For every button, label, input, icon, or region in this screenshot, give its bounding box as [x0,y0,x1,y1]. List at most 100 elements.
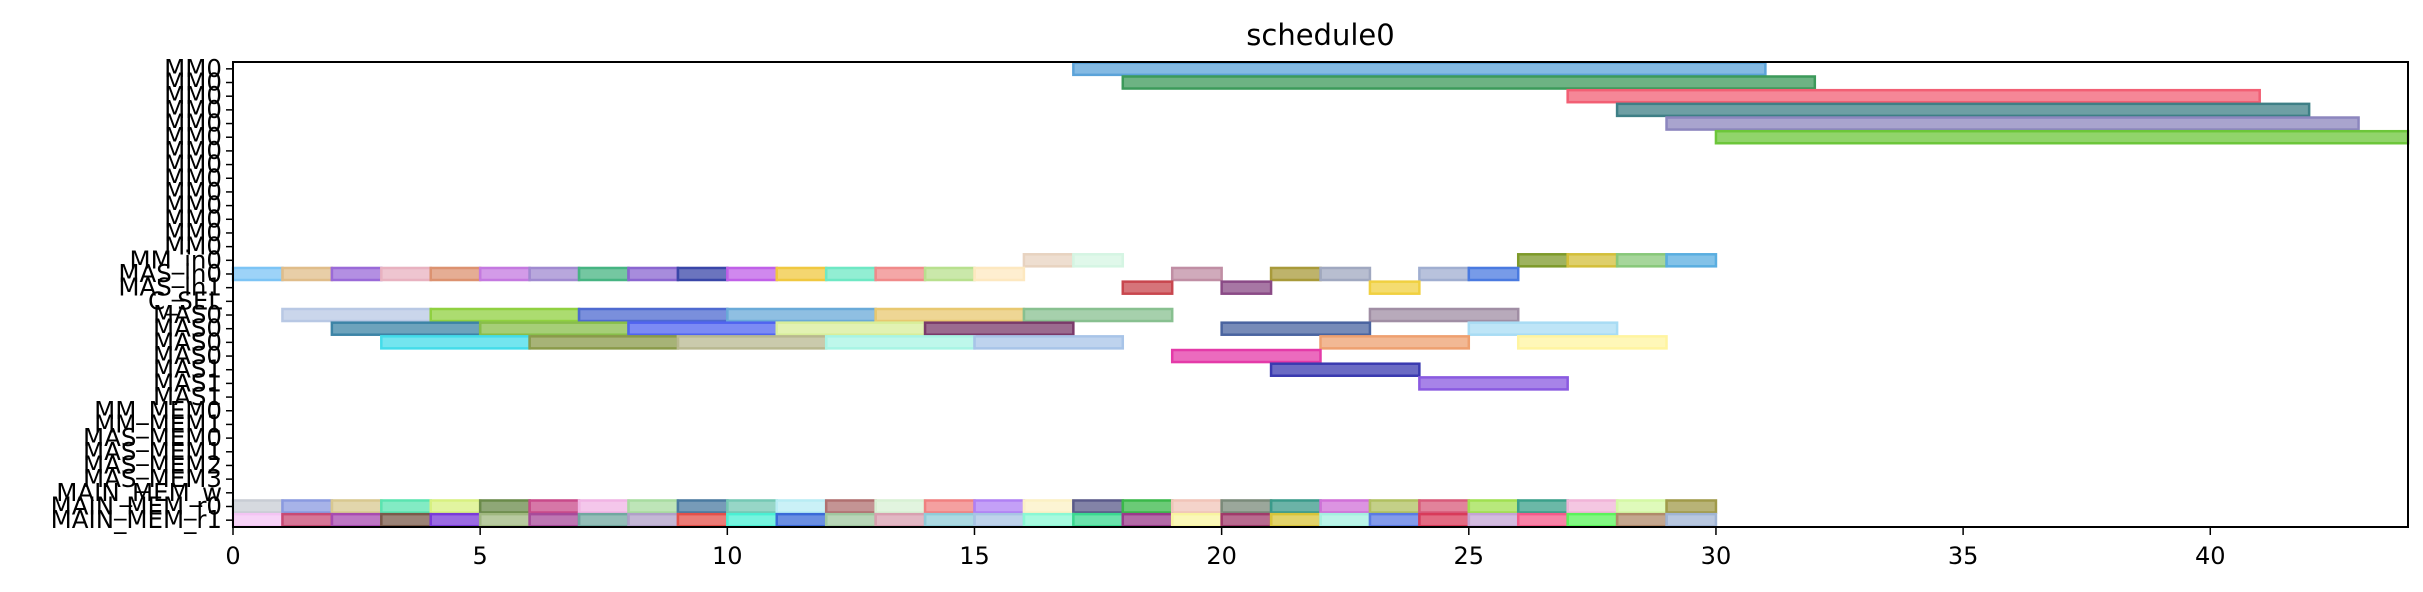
task-bar [775,512,828,528]
y-tick-label: MAIN_MEM_r0 [51,491,222,520]
task-bar [429,512,482,528]
task-bar [1516,499,1569,514]
y-tick-label: MM0 [164,68,222,97]
task-bar [528,266,581,282]
y-tick-label: MM0 [164,136,222,165]
task-bar [726,512,778,528]
x-tick-label: 15 [959,542,990,570]
task-bar [380,512,432,528]
task-bar [923,266,976,282]
y-tick-label: MAS1 [153,355,222,384]
task-bar [1516,253,1569,268]
task-bar [577,266,630,282]
x-tick-label: 0 [225,542,240,570]
task-bar [1319,266,1372,282]
x-tick-label: 20 [1206,542,1237,570]
task-bar [1467,512,1520,528]
x-axis: 0 5 10 15 20 25 30 35 40 [225,527,2226,570]
y-tick-label: MM0 [164,191,222,220]
task-bar [1121,499,1174,514]
x-tick-label: 40 [2195,542,2226,570]
task-bar [1566,253,1619,268]
y-tick-label: MM_in0 [130,245,222,274]
task-bar [1516,512,1569,528]
task-bar [1418,512,1471,528]
task-bar [775,321,927,336]
task-bar [1615,102,2311,118]
task-bar [1269,499,1322,514]
x-tick-label: 5 [473,542,488,570]
x-tick-label: 10 [712,542,743,570]
task-bar [923,512,976,528]
task-bar [874,512,927,528]
task-bar [380,499,432,514]
task-bar [380,335,531,350]
task-bar [726,499,778,514]
task-bar [1665,512,1718,528]
task-bar [429,499,482,514]
task-bar [627,266,680,282]
task-bar [1467,499,1520,514]
task-bar [577,307,729,323]
task-bar [1368,499,1421,514]
task-bar [1170,266,1223,282]
task-bar [1121,75,1817,90]
task-bar [1368,307,1520,323]
chart-title: schedule0 [1246,18,1394,52]
task-bars [231,61,2410,528]
y-tick-label: MM0 [164,204,222,233]
task-bar [528,499,581,514]
y-tick-label: MM0 [164,122,222,151]
plot-frame [232,61,2409,528]
task-bar [1665,116,2360,131]
y-tick-label: MM_MEM0 [94,396,222,425]
task-bar [281,266,334,282]
task-bar [973,512,1026,528]
y-tick-label: MM0 [164,81,222,110]
task-bar [923,499,976,514]
task-bar [1368,280,1421,295]
y-tick-label: MM0 [164,150,222,179]
task-bar [1170,348,1322,364]
task-bar [330,321,482,336]
task-bar [973,266,1026,282]
task-bar [874,307,1026,323]
y-tick-label: MM0 [164,95,222,124]
task-bar [1269,362,1421,377]
y-tick-label: MAS0 [153,327,222,356]
y-tick-label: MAS_in1 [118,273,222,302]
task-bar [1220,512,1273,528]
task-bar [1319,499,1372,514]
y-tick-label: MAS0 [153,341,222,370]
task-bar [1072,61,1767,77]
task-bar [627,512,680,528]
task-bar [577,499,630,514]
y-tick-label: MAS_MEM1 [83,437,222,466]
task-bar [380,266,432,282]
task-bar [429,266,482,282]
task-bar [1022,512,1075,528]
task-bar [1665,253,1718,268]
y-tick-label: MM0 [164,177,222,206]
task-bar [1665,499,1718,514]
task-bar [231,499,284,514]
y-tick-label: MAIN_MEM_r1 [51,505,222,534]
task-bar [1615,253,1668,268]
y-tick-label: MAS0 [153,300,222,329]
task-bar [1566,512,1619,528]
task-bar [577,512,630,528]
task-bar [429,307,581,323]
task-bar [1170,499,1223,514]
task-bar [923,321,1075,336]
y-tick-label: MAS_MEM0 [83,423,222,452]
task-bar [478,512,531,528]
y-tick-label: MAS_in0 [118,259,222,288]
task-bar [874,499,927,514]
y-tick-label: MAIN_MEM_w [56,478,222,507]
task-bar [726,266,778,282]
task-bar [1220,321,1372,336]
task-bar [1121,280,1174,295]
y-tick-label: MAS1 [153,382,222,411]
task-bar [1566,88,2261,104]
y-tick-label: MAS_MEM2 [83,450,222,479]
